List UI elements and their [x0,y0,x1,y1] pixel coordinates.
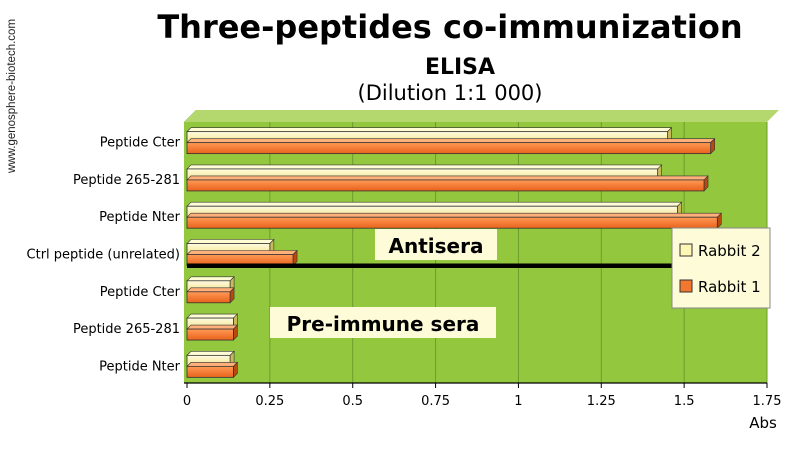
bar-rabbit-1 [186,328,234,341]
x-tick-label: 0.25 [255,394,284,409]
plot-3d-top [184,110,779,122]
pre-immune-label-box [270,307,496,338]
bar-rabbit-1-top [186,138,716,143]
bar-rabbit-1 [186,365,234,378]
bar-rabbit-1-top [186,287,235,293]
x-tick-label: 0.5 [342,394,363,409]
bar-rabbit-2-top [186,351,235,356]
bar-rabbit-2-top [186,276,235,282]
legend-swatch-rabbit-1 [679,279,693,293]
legend-label-rabbit-2: Rabbit 2 [698,242,761,260]
separator-line [187,263,672,268]
x-tick-label: 1.25 [587,394,616,409]
legend: Rabbit 2 Rabbit 1 [671,227,771,309]
category-label: Peptide 265-281 [73,322,180,337]
bar-rabbit-2-top [186,164,663,170]
chart-subtitle: ELISA [425,55,495,80]
bar-rabbit-1-top [186,175,709,181]
bar-series [186,126,723,379]
category-label: Ctrl peptide (unrelated) [27,248,180,263]
bar-rabbit-2-top [186,127,673,132]
x-axis-label: Abs [749,414,777,432]
category-label: Peptide Nter [99,359,181,374]
x-tick-label: 1.75 [753,394,782,409]
x-axis: 0 0.25 0.5 0.75 1 1.25 1.5 1.75 [183,382,782,409]
category-label: Peptide 265-281 [73,173,180,188]
bar-rabbit-1-top [186,324,239,330]
category-labels: Peptide Cter Peptide 265-281 Peptide Nter C… [27,136,181,375]
bar-rabbit-1 [186,291,231,304]
bar-rabbit-2-top [186,313,239,319]
bar-rabbit-1 [186,179,705,192]
x-tick-label: 0 [183,394,191,409]
legend-box [671,227,771,309]
pre-immune-label: Pre-immune sera [287,312,480,336]
watermark: www.genosphere-biotech.com [6,19,18,174]
legend-label-rabbit-1: Rabbit 1 [698,278,761,296]
bar-rabbit-1-top [186,250,298,255]
chart-title: Three-peptides co-immunization [157,8,742,46]
antisera-label: Antisera [389,234,484,258]
x-tick-label: 1.5 [674,394,695,409]
bar-rabbit-2-top [186,239,275,244]
chart-subtitle-dilution: (Dilution 1:1 000) [358,81,543,105]
bar-rabbit-1-top [186,212,723,218]
x-tick-label: 0.75 [421,394,450,409]
category-label: Peptide Nter [99,210,181,225]
bar-rabbit-1 [186,142,712,155]
bar-rabbit-1 [186,216,718,229]
antisera-label-box [375,229,497,260]
category-label: Peptide Cter [100,136,181,151]
x-tick-label: 1 [514,394,522,409]
category-label: Peptide Cter [100,285,181,300]
legend-swatch-rabbit-2 [679,243,693,257]
bar-rabbit-1-top [186,362,239,367]
bar-rabbit-2-top [186,201,683,207]
